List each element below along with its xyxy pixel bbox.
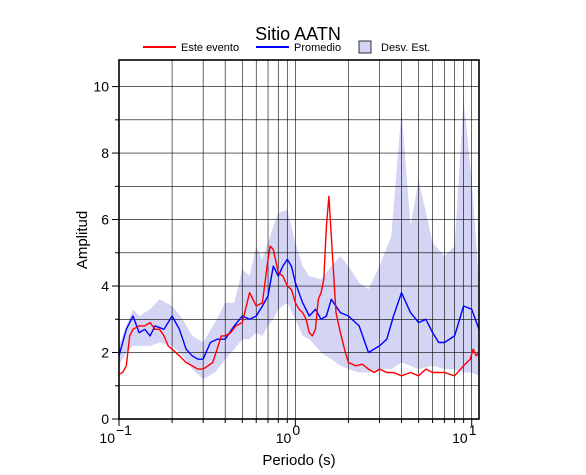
series-line-promedio: [118, 258, 480, 360]
legend-swatch-desv-est: [358, 40, 372, 54]
legend-label-este-evento: Este evento: [181, 42, 239, 54]
grid-layer: [118, 60, 479, 420]
x-tick-label-exponent: 0: [292, 422, 300, 438]
series-line-este-evento: [118, 195, 480, 377]
y-tick-label: 4: [101, 278, 109, 294]
x-tick-label: 10: [452, 430, 468, 446]
y-tick-label: 2: [101, 345, 109, 361]
band-layer: [119, 99, 479, 380]
chart-title: Sitio AATN: [255, 24, 341, 44]
x-tick-label: 10: [99, 430, 115, 446]
y-tick-label: 0: [101, 411, 109, 427]
x-tick-label-exponent: −1: [116, 422, 132, 438]
y-tick-label: 10: [93, 79, 109, 95]
y-tick-label: 6: [101, 212, 109, 228]
std-dev-band: [119, 99, 479, 380]
x-tick-label: 10: [276, 430, 292, 446]
legend: Este evento Promedio Desv. Est.: [143, 40, 430, 54]
series-layer: [118, 195, 480, 377]
legend-label-desv-est: Desv. Est.: [381, 42, 430, 54]
x-tick-label-exponent: 1: [469, 422, 477, 438]
x-axis-label: Periodo (s): [262, 452, 335, 469]
y-tick-label: 8: [101, 145, 109, 161]
plot-frame: [118, 59, 480, 420]
y-axis-label: Amplitud: [74, 211, 91, 269]
legend-label-promedio: Promedio: [294, 42, 341, 54]
